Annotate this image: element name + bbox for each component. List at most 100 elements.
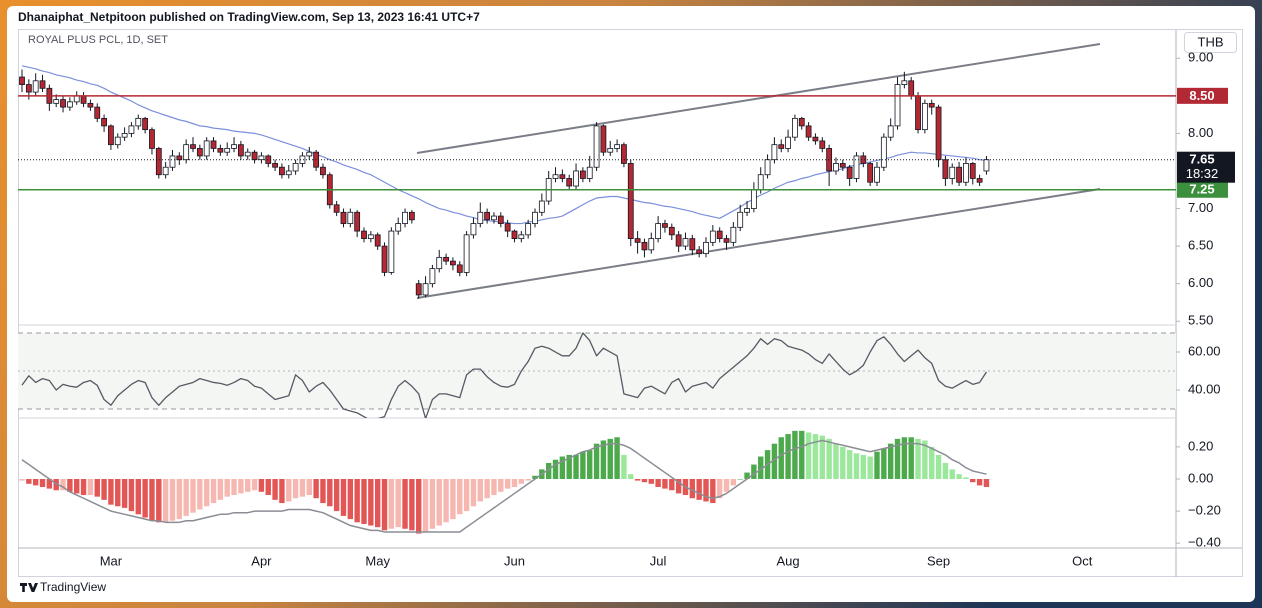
- candle-body: [244, 151, 251, 157]
- candle-body: [313, 151, 320, 168]
- histogram-bar: [970, 478, 976, 483]
- brand: TradingView: [19, 580, 106, 594]
- price-line-label: 7.25: [1189, 182, 1214, 197]
- candle-body: [203, 140, 210, 157]
- histogram-bar: [881, 448, 887, 479]
- candle-body: [655, 223, 662, 239]
- candle-body: [559, 174, 566, 179]
- histogram-bar: [409, 478, 415, 531]
- histogram-bar: [395, 478, 401, 528]
- histogram-bar: [621, 454, 627, 479]
- candle-body: [757, 174, 764, 191]
- candle-body: [135, 117, 142, 127]
- candle-body: [511, 230, 518, 239]
- candle-body: [586, 166, 593, 179]
- candle-body: [265, 155, 272, 164]
- candle-body: [703, 241, 709, 255]
- brand-name: TradingView: [40, 580, 106, 594]
- histogram-bar: [463, 478, 470, 512]
- histogram-bar: [498, 478, 504, 492]
- candle-body: [231, 144, 237, 149]
- trend-line-lower: [416, 188, 1101, 299]
- candle-body: [415, 283, 422, 296]
- histogram-bar: [19, 478, 25, 481]
- x-tick-label: Mar: [100, 553, 123, 568]
- histogram-bar: [135, 478, 141, 515]
- candle-body: [149, 129, 155, 149]
- candle-body: [80, 95, 87, 104]
- last-price-box: [1177, 151, 1235, 183]
- histogram-bar: [183, 478, 189, 516]
- candle-body: [121, 133, 128, 138]
- y-tick-label: 5.50: [1188, 313, 1213, 328]
- histogram-bar: [156, 478, 162, 523]
- candle-body: [641, 241, 648, 251]
- candle-body: [73, 95, 80, 103]
- candle-body: [190, 144, 196, 149]
- histogram-bar: [628, 474, 634, 479]
- candle-body: [477, 211, 484, 224]
- histogram-bar: [792, 430, 798, 479]
- histogram-bar: [251, 478, 258, 491]
- moving-average: [21, 65, 987, 225]
- histogram-bar: [689, 478, 696, 499]
- candle-body: [429, 268, 436, 285]
- histogram-bar: [203, 478, 210, 507]
- histogram-bar: [915, 438, 921, 479]
- histogram-bar: [812, 434, 819, 479]
- histogram-bar: [429, 478, 436, 529]
- price-line-label-box: [1177, 181, 1228, 198]
- histogram-bar: [737, 478, 743, 480]
- histogram-bar: [853, 453, 860, 479]
- y-tick-label: −0.40: [1188, 535, 1221, 550]
- candle-body: [306, 151, 313, 157]
- histogram-bar: [402, 478, 408, 529]
- candle-body: [908, 80, 915, 97]
- histogram-bar: [908, 437, 914, 479]
- histogram-bar: [224, 478, 230, 497]
- candle-body: [921, 102, 928, 131]
- candle-body: [463, 234, 470, 273]
- histogram-bar: [819, 435, 825, 479]
- rsi-line: [21, 332, 987, 418]
- candle-body: [210, 140, 217, 149]
- candle-body: [880, 136, 887, 168]
- candle-body: [956, 166, 962, 183]
- histogram-bar: [108, 478, 114, 505]
- histogram-bar: [566, 454, 572, 479]
- histogram-bar: [26, 478, 32, 484]
- candle-body: [402, 211, 408, 224]
- histogram-bar: [799, 430, 805, 479]
- histogram-bar: [128, 478, 135, 512]
- histogram-bar: [545, 462, 552, 479]
- y-tick-label: −0.20: [1188, 503, 1221, 518]
- histogram-bar: [723, 478, 730, 492]
- histogram-bar: [887, 443, 894, 479]
- candle-body: [217, 148, 224, 153]
- histogram-bar: [60, 478, 66, 491]
- histogram-bar: [922, 440, 928, 479]
- candle-body: [381, 245, 388, 273]
- candle-body: [504, 223, 511, 232]
- y-tick-label: 9.00: [1188, 50, 1213, 65]
- histogram-bar: [292, 478, 299, 499]
- histogram-bar: [67, 478, 73, 492]
- histogram-bar: [340, 478, 347, 516]
- histogram-bar: [874, 451, 880, 479]
- histogram-bar: [279, 478, 285, 504]
- histogram-bar: [901, 437, 908, 479]
- histogram-bar: [470, 478, 477, 507]
- histogram-bar: [778, 437, 784, 479]
- candle-body: [573, 170, 579, 187]
- histogram-bar: [491, 478, 497, 496]
- histogram-bar: [655, 478, 661, 488]
- histogram-bar: [826, 438, 832, 479]
- histogram-bar: [976, 478, 983, 486]
- candle-body: [292, 163, 299, 172]
- currency-box[interactable]: [1184, 32, 1237, 53]
- candle-body: [874, 166, 880, 183]
- histogram-bar: [846, 450, 853, 479]
- histogram-bar: [634, 478, 641, 481]
- candle-body: [408, 211, 415, 221]
